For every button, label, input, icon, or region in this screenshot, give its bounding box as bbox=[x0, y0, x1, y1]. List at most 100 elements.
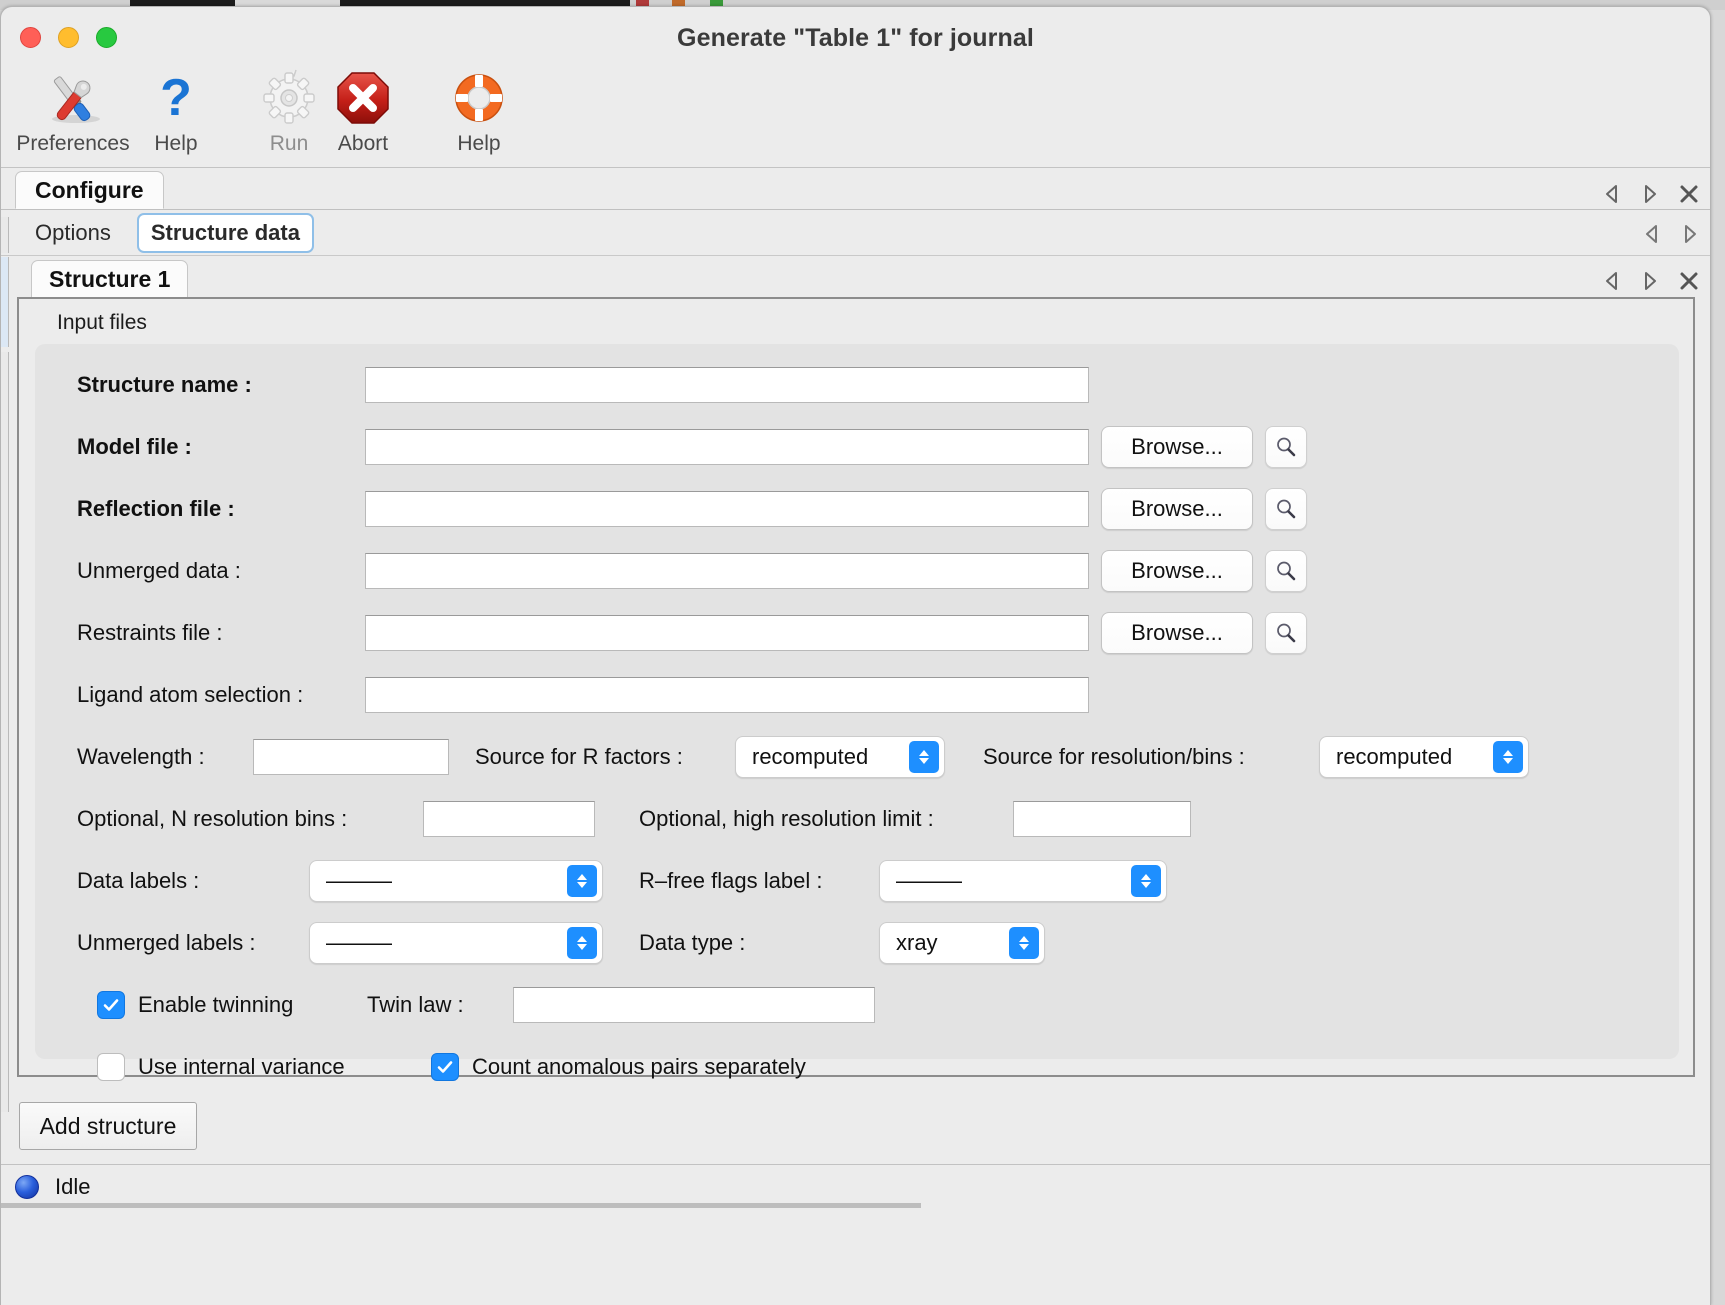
field-row-unmerged-data: Unmerged data : Browse... bbox=[35, 540, 1679, 602]
close-tab-icon[interactable] bbox=[1678, 183, 1700, 205]
toolbar-button-preferences[interactable]: Preferences bbox=[13, 67, 133, 156]
button-bar: Add structure bbox=[1, 1092, 1710, 1164]
background-window-strip bbox=[0, 0, 1725, 10]
field-row-ligand-atom-selection: Ligand atom selection : bbox=[35, 664, 1679, 726]
toolbar-button-abort[interactable]: Abort bbox=[303, 67, 423, 156]
input-twin-law[interactable] bbox=[513, 987, 875, 1023]
label-high-resolution-limit: Optional, high resolution limit : bbox=[639, 806, 934, 831]
input-reflection-file[interactable] bbox=[365, 491, 1089, 527]
close-tab-icon[interactable] bbox=[1678, 270, 1700, 292]
checkbox-box-icon bbox=[97, 1053, 125, 1081]
background-window-edge bbox=[1, 217, 9, 253]
popup-source-resolution-bins[interactable]: recomputed bbox=[1319, 736, 1529, 778]
structure-tabbar-controls bbox=[1642, 223, 1700, 245]
label-n-resolution-bins: Optional, N resolution bins : bbox=[77, 806, 348, 831]
add-structure-button[interactable]: Add structure bbox=[19, 1102, 197, 1150]
popup-unmerged-labels[interactable]: ——— bbox=[309, 922, 603, 964]
close-window-button[interactable] bbox=[20, 27, 41, 48]
checkbox-label-use-internal-variance: Use internal variance bbox=[138, 1054, 345, 1079]
tab-structure-data[interactable]: Structure data bbox=[136, 212, 314, 253]
magnifier-button-unmerged-data[interactable] bbox=[1265, 550, 1307, 592]
chevron-updown-icon bbox=[1493, 741, 1523, 773]
toolbar-label-run: Run bbox=[269, 132, 309, 155]
next-tab-icon[interactable] bbox=[1640, 183, 1660, 205]
maximize-window-button[interactable] bbox=[96, 27, 117, 48]
input-restraints-file[interactable] bbox=[365, 615, 1089, 651]
label-unmerged-labels: Unmerged labels : bbox=[77, 930, 256, 955]
field-row-labels: Data labels : ——— R–free flags label : —… bbox=[35, 850, 1679, 912]
popup-source-r-factors[interactable]: recomputed bbox=[735, 736, 945, 778]
magnifier-button-model-file[interactable] bbox=[1265, 426, 1307, 468]
browse-button-reflection-file[interactable]: Browse... bbox=[1101, 488, 1253, 530]
background-window-edge bbox=[1, 352, 9, 1112]
label-wavelength: Wavelength : bbox=[77, 744, 205, 769]
checkbox-label-enable-twinning: Enable twinning bbox=[138, 992, 294, 1017]
label-structure-name: Structure name : bbox=[77, 372, 252, 397]
label-restraints-file: Restraints file : bbox=[77, 620, 223, 645]
chevron-updown-icon bbox=[567, 865, 597, 897]
checkbox-count-anomalous-pairs[interactable]: Count anomalous pairs separately bbox=[431, 1053, 806, 1081]
label-data-type: Data type : bbox=[639, 930, 746, 955]
checkbox-enable-twinning[interactable]: Enable twinning bbox=[97, 991, 293, 1019]
structure1-tabbar-controls bbox=[1602, 270, 1700, 292]
label-data-labels: Data labels : bbox=[77, 868, 200, 893]
label-unmerged-data: Unmerged data : bbox=[77, 558, 241, 583]
popup-value-data-type: xray bbox=[896, 930, 938, 955]
toolbar-button-run[interactable]: Run bbox=[229, 67, 349, 156]
field-row-twinning: Enable twinning Twin law : bbox=[35, 974, 1679, 1036]
browse-button-model-file[interactable]: Browse... bbox=[1101, 426, 1253, 468]
popup-value-rfree-flags: ——— bbox=[896, 868, 962, 893]
popup-rfree-flags[interactable]: ——— bbox=[879, 860, 1167, 902]
input-structure-name[interactable] bbox=[365, 367, 1089, 403]
background-window-edge bbox=[1, 257, 9, 347]
browse-button-unmerged-data[interactable]: Browse... bbox=[1101, 550, 1253, 592]
label-source-r-factors: Source for R factors : bbox=[475, 744, 683, 769]
magnifier-icon bbox=[1277, 623, 1296, 643]
lifering-icon bbox=[419, 67, 539, 129]
label-model-file: Model file : bbox=[77, 434, 192, 459]
toolbar-label-abort: Abort bbox=[337, 132, 389, 155]
toolbar-button-help-lifering[interactable]: Help bbox=[419, 67, 539, 156]
prev-tab-icon[interactable] bbox=[1642, 223, 1662, 245]
svg-text:?: ? bbox=[160, 69, 192, 127]
label-twin-law: Twin law : bbox=[367, 992, 464, 1017]
input-ligand-atom-selection[interactable] bbox=[365, 677, 1089, 713]
input-n-resolution-bins[interactable] bbox=[423, 801, 595, 837]
checkbox-use-internal-variance[interactable]: Use internal variance bbox=[97, 1053, 345, 1081]
magnifier-button-reflection-file[interactable] bbox=[1265, 488, 1307, 530]
minimize-window-button[interactable] bbox=[58, 27, 79, 48]
tab-configure[interactable]: Configure bbox=[15, 171, 164, 209]
input-high-resolution-limit[interactable] bbox=[1013, 801, 1191, 837]
label-rfree-flags: R–free flags label : bbox=[639, 868, 823, 893]
status-text: Idle bbox=[55, 1173, 91, 1199]
structure-input-panel: Input files Structure name : Model file … bbox=[17, 297, 1695, 1081]
prev-tab-icon[interactable] bbox=[1602, 183, 1622, 205]
tab-options[interactable]: Options bbox=[35, 219, 111, 245]
browse-button-restraints-file[interactable]: Browse... bbox=[1101, 612, 1253, 654]
toolbar-button-help-question[interactable]: ? Help bbox=[116, 67, 236, 156]
magnifier-icon bbox=[1277, 437, 1296, 457]
next-tab-icon[interactable] bbox=[1680, 223, 1700, 245]
field-row-restraints-file: Restraints file : Browse... bbox=[35, 602, 1679, 664]
next-tab-icon[interactable] bbox=[1640, 270, 1660, 292]
input-wavelength[interactable] bbox=[253, 739, 449, 775]
configure-tabbar-controls bbox=[1602, 183, 1700, 205]
label-ligand-atom-selection: Ligand atom selection : bbox=[77, 682, 304, 707]
label-source-resolution-bins: Source for resolution/bins : bbox=[983, 744, 1245, 769]
checkbox-box-icon bbox=[431, 1053, 459, 1081]
panel-heading: Input files bbox=[57, 311, 147, 334]
field-row-model-file: Model file : Browse... bbox=[35, 416, 1679, 478]
input-model-file[interactable] bbox=[365, 429, 1089, 465]
toolbar-label-preferences: Preferences bbox=[16, 132, 130, 155]
popup-value-data-labels: ——— bbox=[326, 868, 392, 893]
magnifier-icon bbox=[1277, 499, 1296, 519]
input-unmerged-data[interactable] bbox=[365, 553, 1089, 589]
tab-structure-1[interactable]: Structure 1 bbox=[31, 260, 189, 298]
configure-tabbar: Configure bbox=[1, 168, 1710, 210]
popup-data-labels[interactable]: ——— bbox=[309, 860, 603, 902]
options-structure-tabbar: Options Structure data bbox=[1, 210, 1710, 256]
popup-data-type[interactable]: xray bbox=[879, 922, 1045, 964]
magnifier-button-restraints-file[interactable] bbox=[1265, 612, 1307, 654]
magnifier-icon bbox=[1277, 561, 1296, 581]
prev-tab-icon[interactable] bbox=[1602, 270, 1622, 292]
